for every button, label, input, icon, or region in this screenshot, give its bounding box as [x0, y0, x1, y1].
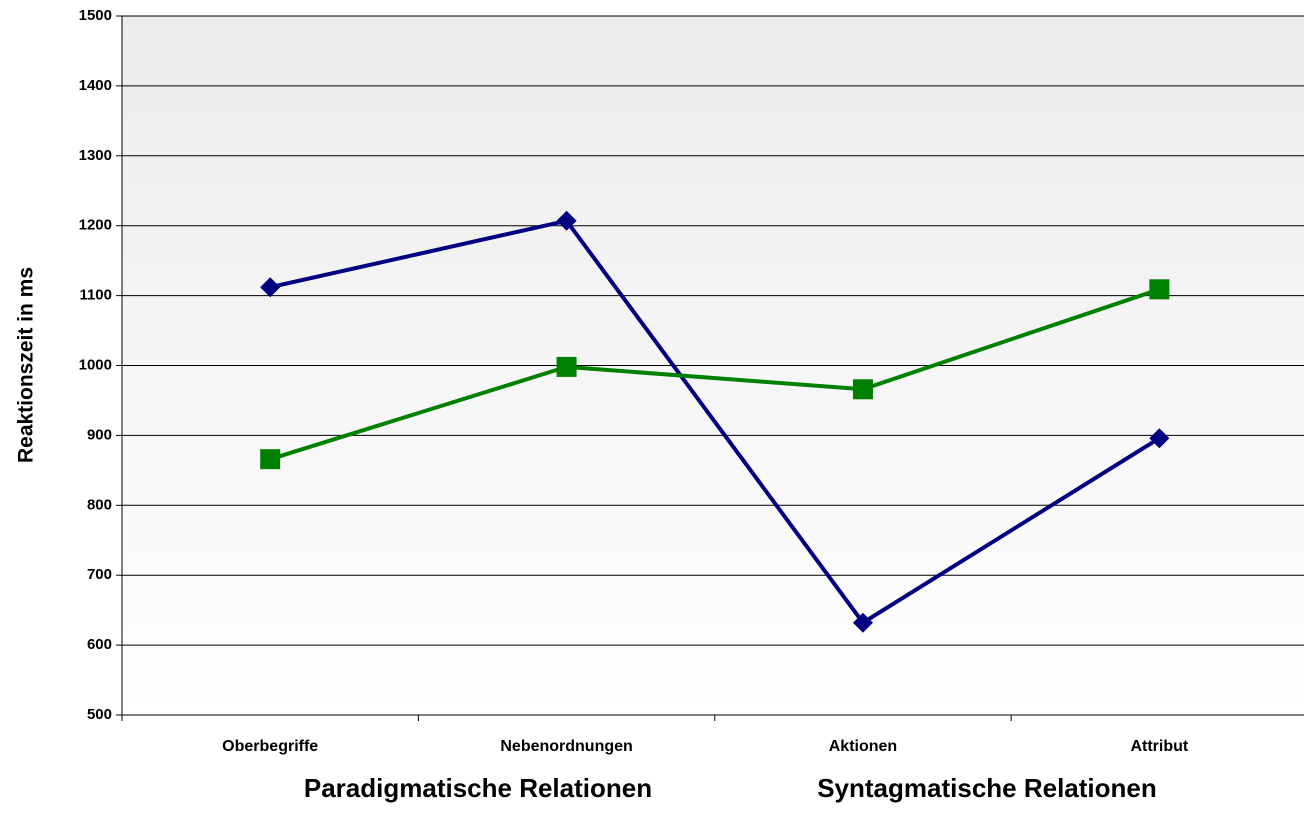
y-tick-label: 1200 [79, 217, 112, 234]
series-line [269, 287, 1160, 462]
marker [556, 210, 577, 231]
marker [260, 277, 281, 298]
y-tick-label: 900 [87, 426, 112, 443]
group-label: Syntagmatische Relationen [817, 773, 1157, 803]
group-label: Paradigmatische Relationen [304, 773, 652, 803]
y-tick-label: 500 [87, 706, 112, 723]
x-tick-label: Aktionen [829, 738, 897, 755]
x-tick-label: Attribut [1130, 738, 1188, 755]
y-tick-label: 1400 [79, 77, 112, 94]
marker [1149, 428, 1170, 449]
y-tick-label: 1500 [79, 7, 112, 24]
y-tick-label: 800 [87, 496, 112, 513]
y-tick-label: 600 [87, 636, 112, 653]
marker [556, 356, 577, 377]
y-axis-title: Reaktionszeit in ms [15, 267, 38, 463]
y-tick-label: 1300 [79, 147, 112, 164]
y-tick-label: 1100 [79, 287, 112, 304]
x-tick-label: Nebenordnungen [500, 738, 632, 755]
series-line [269, 218, 1161, 626]
y-tick-label: 700 [87, 566, 112, 583]
marker [1149, 279, 1170, 300]
marker [260, 449, 281, 470]
x-tick-label: Oberbegriffe [222, 738, 318, 755]
marker [852, 379, 873, 400]
y-tick-label: 1000 [79, 356, 112, 373]
marker [852, 612, 873, 633]
